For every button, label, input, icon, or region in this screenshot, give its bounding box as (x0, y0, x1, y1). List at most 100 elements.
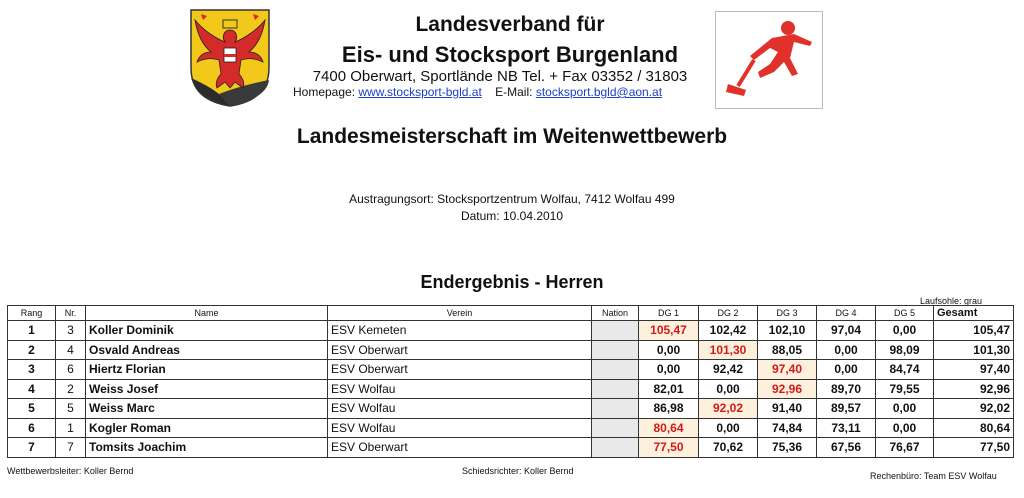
table-row: 2 4 Osvald Andreas ESV Oberwart 0,00 101,30 88… (7, 339, 1014, 360)
dg1-cell: 77,50 (638, 437, 699, 458)
rang-cell: 5 (7, 398, 56, 419)
event-venue: Austragungsort: Stocksportzentrum Wolfau… (349, 192, 675, 206)
dg4-cell: 0,00 (816, 359, 876, 380)
org-name-line2: Eis- und Stocksport Burgenland (341, 42, 679, 67)
results-table: Rang Nr. Name Verein Nation DG 1 DG 2 DG… (7, 305, 1014, 458)
rang-cell: 3 (7, 359, 56, 380)
name-cell: Koller Dominik (85, 320, 328, 341)
footer-referee: Schiedsrichter: Koller Bernd (462, 466, 574, 476)
homepage-link[interactable]: www.stocksport-bgld.at (358, 85, 482, 99)
dg5-cell: 76,67 (875, 437, 934, 458)
gesamt-cell: 80,64 (933, 417, 1014, 438)
col-header-rang: Rang (7, 305, 56, 321)
burgenland-coat-of-arms-icon (189, 8, 271, 108)
legend-note: Laufsohle: grau (920, 296, 983, 306)
email-link[interactable]: stocksport.bgld@aon.at (535, 85, 663, 99)
table-row: 6 1 Kogler Roman ESV Wolfau 80,64 0,00 74,84 73… (7, 417, 1014, 438)
contact-line: Homepage: www.stocksport-bgld.at E-Mail:… (293, 85, 662, 99)
rang-cell: 4 (7, 378, 56, 399)
col-header-dg3: DG 3 (757, 305, 817, 321)
verein-cell: ESV Wolfau (327, 417, 592, 438)
gesamt-cell: 101,30 (933, 339, 1014, 360)
results-title: Endergebnis - Herren (420, 272, 604, 292)
verein-cell: ESV Oberwart (327, 437, 592, 458)
col-header-dg4: DG 4 (816, 305, 876, 321)
col-header-verein: Verein (327, 305, 592, 321)
dg2-cell: 92,42 (698, 359, 758, 380)
dg3-cell: 102,10 (757, 320, 817, 341)
footer-competition-director: Wettbewerbsleiter: Koller Bernd (7, 466, 134, 476)
dg5-cell: 0,00 (875, 417, 934, 438)
dg1-cell: 82,01 (638, 378, 699, 399)
nr-cell: 3 (55, 320, 86, 341)
verein-cell: ESV Oberwart (327, 339, 592, 360)
table-header-row: Rang Nr. Name Verein Nation DG 1 DG 2 DG… (7, 305, 1014, 321)
dg5-cell: 79,55 (875, 378, 934, 399)
dg3-cell: 88,05 (757, 339, 817, 360)
dg2-cell: 101,30 (698, 339, 758, 360)
dg1-cell: 86,98 (638, 398, 699, 419)
dg5-cell: 84,74 (875, 359, 934, 380)
nr-cell: 4 (55, 339, 86, 360)
dg5-cell: 98,09 (875, 339, 934, 360)
dg5-cell: 0,00 (875, 398, 934, 419)
dg4-cell: 67,56 (816, 437, 876, 458)
nr-cell: 6 (55, 359, 86, 380)
dg3-cell: 74,84 (757, 417, 817, 438)
dg2-cell: 0,00 (698, 378, 758, 399)
gesamt-cell: 92,02 (933, 398, 1014, 419)
verein-cell: ESV Wolfau (327, 398, 592, 419)
col-header-name: Name (85, 305, 328, 321)
rang-cell: 7 (7, 437, 56, 458)
col-header-dg1: DG 1 (638, 305, 699, 321)
dg5-cell: 0,00 (875, 320, 934, 341)
dg3-cell: 75,36 (757, 437, 817, 458)
rang-cell: 6 (7, 417, 56, 438)
nation-cell (591, 437, 639, 458)
dg1-cell: 80,64 (638, 417, 699, 438)
name-cell: Hiertz Florian (85, 359, 328, 380)
org-address: 7400 Oberwart, Sportlände NB Tel. + Fax … (312, 68, 688, 85)
nation-cell (591, 339, 639, 360)
name-cell: Weiss Marc (85, 398, 328, 419)
col-header-dg2: DG 2 (698, 305, 758, 321)
org-name-line1: Landesverband für (415, 13, 605, 36)
rang-cell: 2 (7, 339, 56, 360)
name-cell: Weiss Josef (85, 378, 328, 399)
nation-cell (591, 417, 639, 438)
stocksport-player-icon (715, 11, 823, 109)
footer-computing-office: Rechenbüro: Team ESV Wolfau (870, 471, 997, 481)
homepage-label: Homepage: (293, 85, 356, 99)
dg4-cell: 0,00 (816, 339, 876, 360)
nr-cell: 1 (55, 417, 86, 438)
nr-cell: 5 (55, 398, 86, 419)
nation-cell (591, 378, 639, 399)
gesamt-cell: 105,47 (933, 320, 1014, 341)
nation-cell (591, 359, 639, 380)
col-header-nr: Nr. (55, 305, 86, 321)
dg4-cell: 89,57 (816, 398, 876, 419)
name-cell: Kogler Roman (85, 417, 328, 438)
col-header-gesamt: Gesamt (933, 305, 1014, 321)
nr-cell: 2 (55, 378, 86, 399)
name-cell: Tomsits Joachim (85, 437, 328, 458)
col-header-dg5: DG 5 (875, 305, 934, 321)
dg3-cell: 92,96 (757, 378, 817, 399)
dg4-cell: 73,11 (816, 417, 876, 438)
dg3-cell: 91,40 (757, 398, 817, 419)
dg1-cell: 105,47 (638, 320, 699, 341)
dg4-cell: 89,70 (816, 378, 876, 399)
table-row: 3 6 Hiertz Florian ESV Oberwart 0,00 92,42 97,… (7, 359, 1014, 380)
verein-cell: ESV Oberwart (327, 359, 592, 380)
dg1-cell: 0,00 (638, 359, 699, 380)
table-row: 5 5 Weiss Marc ESV Wolfau 86,98 92,02 91,40 89,… (7, 398, 1014, 419)
table-row: 1 3 Koller Dominik ESV Kemeten 105,47 102,42 1… (7, 320, 1014, 341)
nr-cell: 7 (55, 437, 86, 458)
dg3-cell: 97,40 (757, 359, 817, 380)
gesamt-cell: 97,40 (933, 359, 1014, 380)
dg2-cell: 92,02 (698, 398, 758, 419)
name-cell: Osvald Andreas (85, 339, 328, 360)
verein-cell: ESV Kemeten (327, 320, 592, 341)
col-header-nation: Nation (591, 305, 639, 321)
dg4-cell: 97,04 (816, 320, 876, 341)
